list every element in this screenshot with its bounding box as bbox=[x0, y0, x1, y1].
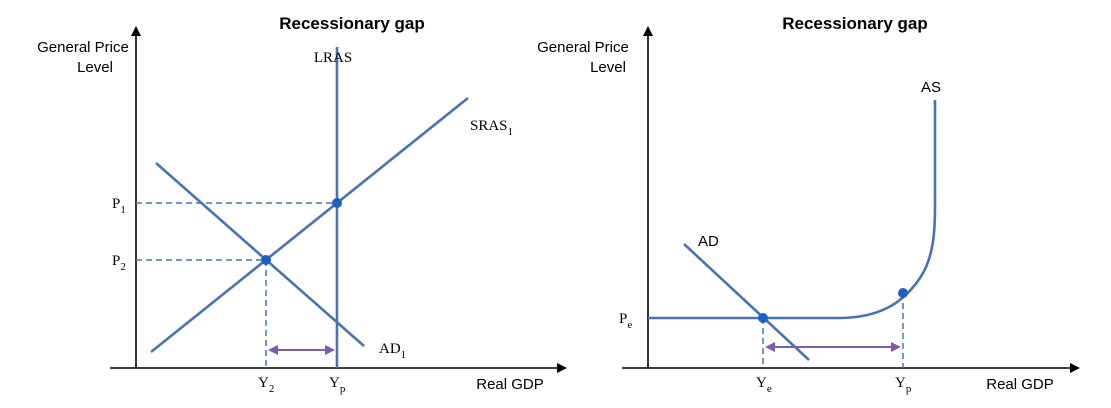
left-x-axis-label: Real GDP bbox=[476, 376, 544, 393]
as-curve bbox=[648, 100, 937, 320]
ad-label-right: AD bbox=[698, 233, 719, 250]
left-y-axis-label-line2: Level bbox=[77, 59, 113, 76]
p2-label: P2 bbox=[112, 253, 126, 273]
right-y-axis-label-line2: Level bbox=[590, 59, 626, 76]
sras1-line bbox=[150, 96, 469, 354]
left-y-axis-label-line1: General Price bbox=[37, 39, 129, 56]
y2-label: Y2 bbox=[258, 375, 274, 395]
right-title: Recessionary gap bbox=[782, 14, 928, 33]
left-panel: Recessionary gap General Price Level Rea… bbox=[37, 14, 567, 395]
ad-sras-equilibrium-point bbox=[261, 255, 271, 265]
right-x-axis-label: Real GDP bbox=[986, 376, 1054, 393]
ad1-line bbox=[155, 162, 365, 347]
ad1-label: AD1 bbox=[379, 341, 406, 361]
ad-line-right bbox=[683, 243, 810, 361]
right-panel: Recessionary gap General Price Level Rea… bbox=[537, 14, 1080, 395]
p1-label: P1 bbox=[112, 196, 126, 216]
left-title: Recessionary gap bbox=[279, 14, 425, 33]
pe-label: Pe bbox=[619, 311, 632, 331]
as-label: AS bbox=[921, 79, 941, 96]
equilibrium-point-right bbox=[758, 313, 768, 323]
yp-label-right: Yp bbox=[895, 375, 912, 395]
potential-output-point bbox=[898, 288, 908, 298]
yp-label-left: Yp bbox=[329, 375, 346, 395]
lras-sras-intersection-point bbox=[332, 198, 342, 208]
lras-label: LRAS bbox=[314, 50, 352, 66]
right-y-axis-label-line1: General Price bbox=[537, 39, 629, 56]
ye-label: Ye bbox=[756, 375, 772, 395]
sras1-label: SRAS1 bbox=[470, 118, 513, 138]
